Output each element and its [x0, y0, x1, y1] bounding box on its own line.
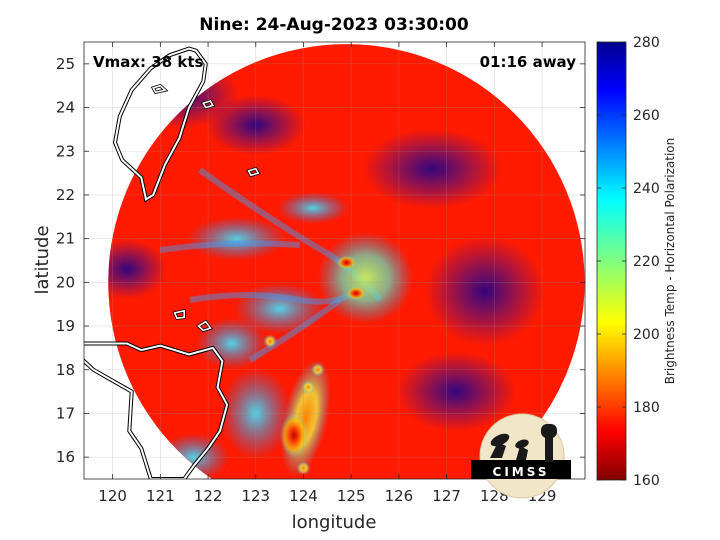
- y-tick-label: 19: [56, 317, 75, 335]
- vmax-annotation: Vmax: 38 kts: [93, 53, 203, 71]
- y-ticks: 16 17 18 19 20 21 22 23 24 25: [56, 55, 585, 466]
- y-axis-label: latitude: [32, 225, 53, 294]
- storm-warm-core: [317, 231, 414, 324]
- swath-patch: [233, 282, 326, 335]
- y-tick-label: 17: [56, 404, 75, 422]
- colorbar-tick-label: 280: [633, 35, 660, 51]
- feature-rainband-mid: [301, 380, 316, 395]
- colorbar-tick-label: 240: [633, 181, 660, 197]
- x-tick-label: 127: [432, 487, 461, 505]
- island-outline: [197, 320, 212, 332]
- swath-patch: [424, 236, 545, 347]
- grid: [84, 42, 585, 479]
- cimss-logo: CIMSS: [471, 413, 571, 499]
- land-layer: [84, 46, 261, 479]
- logo-text: CIMSS: [493, 465, 550, 479]
- island-outline: [152, 84, 167, 94]
- chart-title: Nine: 24-Aug-2023 03:30:00: [199, 15, 469, 35]
- y-tick-label: 22: [56, 186, 75, 204]
- feature-convection-north: [336, 255, 357, 270]
- swath-patch: [108, 239, 167, 300]
- colorbar-label: Brightness Temp - Horizontal Polarizatio…: [663, 138, 677, 385]
- colorbar-tick-label: 220: [633, 254, 660, 270]
- colorbar: [597, 42, 626, 480]
- x-tick-label: 123: [241, 487, 270, 505]
- colorbar-tick-label: 260: [633, 108, 660, 124]
- x-ticks: 120 121 122 123 124 125 126 127 128 129: [98, 42, 556, 505]
- swath-patch: [186, 216, 287, 261]
- x-tick-label: 120: [98, 487, 127, 505]
- feature-rainband-upper: [310, 362, 325, 377]
- y-tick-label: 21: [56, 230, 75, 248]
- taiwan-outline: [113, 47, 207, 201]
- colorbar-ticks: 160 180 200 220 240 260 280: [597, 35, 660, 489]
- x-tick-label: 126: [385, 487, 414, 505]
- swath-patch: [277, 192, 350, 225]
- island-outline: [247, 167, 260, 177]
- island-outline: [173, 309, 185, 320]
- colorbar-tick-label: 180: [633, 400, 660, 416]
- feature-cell-west: [263, 334, 278, 349]
- feature-rainband-south: [279, 413, 308, 458]
- y-tick-label: 18: [56, 361, 75, 379]
- x-tick-label: 122: [194, 487, 223, 505]
- feature-cell-southernmost: [296, 461, 311, 476]
- rainband-streak: [159, 240, 301, 253]
- colorbar-tick-label: 200: [633, 327, 660, 343]
- y-tick-label: 24: [56, 99, 75, 117]
- swath-patch: [396, 351, 517, 432]
- axes-box: [83, 41, 586, 480]
- y-tick-label: 20: [56, 273, 75, 291]
- swath-patch: [219, 367, 292, 460]
- x-axis-label: longitude: [292, 512, 377, 533]
- y-tick-label: 25: [56, 55, 75, 73]
- x-tick-label: 124: [289, 487, 318, 505]
- x-tick-label: 121: [146, 487, 175, 505]
- x-tick-label: 125: [337, 487, 366, 505]
- island-outline: [202, 100, 214, 109]
- swath-patch: [205, 95, 306, 156]
- time-away-annotation: 01:16 away: [480, 53, 577, 71]
- swath-patch: [195, 317, 268, 370]
- colorbar-tick-label: 160: [633, 473, 660, 489]
- luzon-outline: [84, 342, 229, 479]
- feature-convection-east: [345, 286, 366, 301]
- swath-patch: [362, 128, 503, 209]
- y-tick-label: 16: [56, 448, 75, 466]
- y-tick-label: 23: [56, 142, 75, 160]
